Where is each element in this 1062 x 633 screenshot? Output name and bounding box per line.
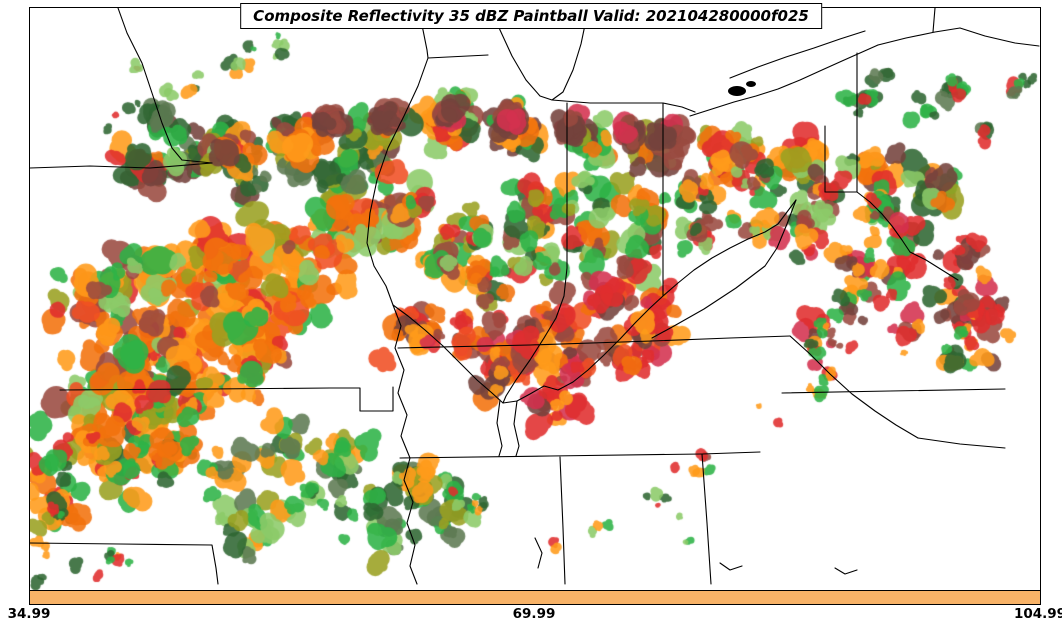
map-plot-area [29, 7, 1041, 592]
colorbar-tick-right: 104.99 [1013, 606, 1062, 622]
colorbar-tick-left: 34.99 [7, 606, 51, 622]
plot-title: Composite Reflectivity 35 dBZ Paintball … [240, 3, 822, 29]
state-borders-layer [30, 8, 1040, 585]
colorbar [29, 590, 1041, 605]
colorbar-tick-center: 69.99 [512, 606, 556, 622]
paintball-canvas [30, 8, 1040, 591]
